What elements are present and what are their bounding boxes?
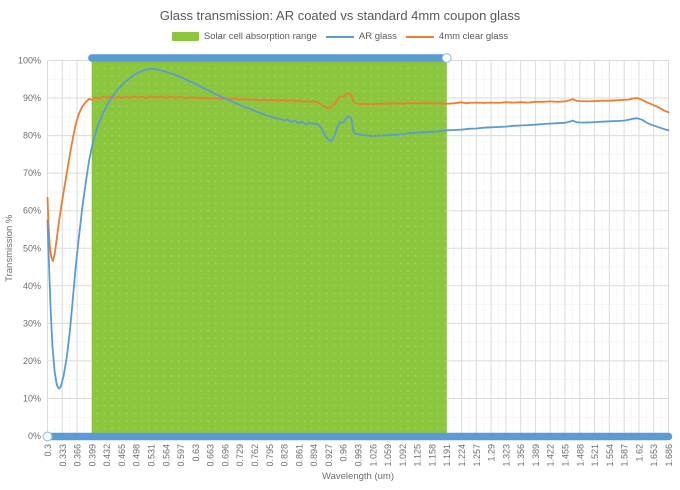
x-tick-label: 0.96 bbox=[339, 444, 349, 462]
legend-item-4mm-clear-glass[interactable]: 4mm clear glass bbox=[405, 31, 509, 42]
x-tick-label: 1.191 bbox=[442, 444, 452, 467]
legend-label: Solar cell absorption range bbox=[203, 31, 317, 42]
x-tick-label: 0.333 bbox=[58, 444, 68, 467]
legend-label: AR glass bbox=[358, 31, 397, 42]
x-tick-label: 0.366 bbox=[73, 444, 83, 467]
legend-item-ar-glass[interactable]: AR glass bbox=[325, 31, 397, 42]
x-axis-labels: 0.3 0.333 0.366 0.399 0.432 0.465 0.498 0.531 0.… bbox=[43, 444, 674, 467]
x-tick-label: 1.323 bbox=[501, 444, 511, 467]
x-tick-label: 0.894 bbox=[309, 444, 319, 467]
x-tick-label: 0.663 bbox=[206, 444, 216, 467]
x-tick-label: 0.861 bbox=[294, 444, 304, 467]
x-tick-label: 1.356 bbox=[516, 444, 526, 467]
y-tick-label: 70% bbox=[23, 168, 41, 178]
x-tick-label: 1.653 bbox=[649, 444, 659, 467]
chart-legend: Solar cell absorption range AR glass 4mm… bbox=[0, 31, 680, 42]
series-4mm-clear-glass bbox=[46, 92, 670, 262]
solar-absorption-band-texture bbox=[91, 60, 447, 436]
x-tick-label: 1.158 bbox=[427, 444, 437, 467]
y-tick-label: 90% bbox=[23, 93, 41, 103]
x-tick-label: 0.465 bbox=[117, 444, 127, 467]
y-axis-title: Transmission % bbox=[4, 214, 15, 282]
x-tick-label: 0.63 bbox=[191, 444, 201, 462]
chart-title: Glass transmission: AR coated vs standar… bbox=[159, 8, 521, 23]
y-tick-label: 40% bbox=[23, 281, 41, 291]
x-tick-label: 1.059 bbox=[383, 444, 393, 467]
x-tick-label: 1.29 bbox=[487, 444, 497, 462]
x-tick-label: 1.686 bbox=[664, 444, 674, 467]
x-tick-label: 1.026 bbox=[368, 444, 378, 467]
x-tick-label: 0.729 bbox=[235, 444, 245, 467]
legend-item-absorption-range[interactable]: Solar cell absorption range bbox=[171, 31, 317, 42]
y-tick-label: 50% bbox=[23, 243, 41, 253]
x-tick-label: 0.597 bbox=[176, 444, 186, 467]
x-tick-label: 1.092 bbox=[398, 444, 408, 467]
x-tick-label: 0.696 bbox=[220, 444, 230, 467]
x-tick-label: 1.389 bbox=[531, 444, 541, 467]
x-tick-label: 0.498 bbox=[132, 444, 142, 467]
x-tick-label: 1.224 bbox=[457, 444, 467, 467]
y-axis-labels: 0% 10% 20% 30% 40% 50% 60% 70% 80% 90% 100% bbox=[18, 56, 41, 442]
x-tick-label: 0.927 bbox=[324, 444, 334, 467]
y-tick-label: 10% bbox=[23, 393, 41, 403]
ar-glass-line-swatch-icon bbox=[325, 35, 354, 38]
x-tick-label: 1.554 bbox=[605, 444, 615, 467]
x-tick-label: 0.432 bbox=[102, 444, 112, 467]
y-tick-label: 100% bbox=[18, 56, 41, 66]
y-tick-label: 60% bbox=[23, 206, 41, 216]
x-tick-label: 0.564 bbox=[161, 444, 171, 467]
y-tick-label: 30% bbox=[23, 318, 41, 328]
x-tick-label: 1.521 bbox=[590, 444, 600, 467]
x-tick-label: 1.257 bbox=[472, 444, 482, 467]
x-tick-label: 0.828 bbox=[280, 444, 290, 467]
x-tick-label: 1.488 bbox=[575, 444, 585, 467]
x-tick-label: 0.399 bbox=[87, 444, 97, 467]
range-slider-handle[interactable] bbox=[441, 52, 452, 63]
clear-glass-line-swatch-icon bbox=[405, 35, 434, 38]
y-tick-label: 0% bbox=[28, 431, 41, 441]
y-tick-label: 80% bbox=[23, 131, 41, 141]
x-tick-label: 1.422 bbox=[546, 444, 556, 467]
x-tick-label: 1.125 bbox=[413, 444, 423, 467]
legend-label: 4mm clear glass bbox=[438, 31, 509, 42]
x-tick-label: 1.62 bbox=[634, 444, 644, 462]
absorption-range-swatch-icon bbox=[171, 32, 199, 41]
series-ar-glass bbox=[46, 67, 670, 390]
x-tick-label: 1.455 bbox=[561, 444, 571, 467]
x-tick-label: 0.993 bbox=[354, 444, 364, 467]
x-tick-label: 0.531 bbox=[147, 444, 157, 467]
x-tick-label: 0.3 bbox=[43, 444, 53, 457]
x-axis-title: Wavelength (um) bbox=[322, 471, 394, 482]
range-slider-handle[interactable] bbox=[42, 431, 53, 442]
x-tick-label: 1.587 bbox=[620, 444, 630, 467]
y-tick-label: 20% bbox=[23, 356, 41, 366]
x-tick-label: 0.762 bbox=[250, 444, 260, 467]
x-tick-label: 0.795 bbox=[265, 444, 275, 467]
